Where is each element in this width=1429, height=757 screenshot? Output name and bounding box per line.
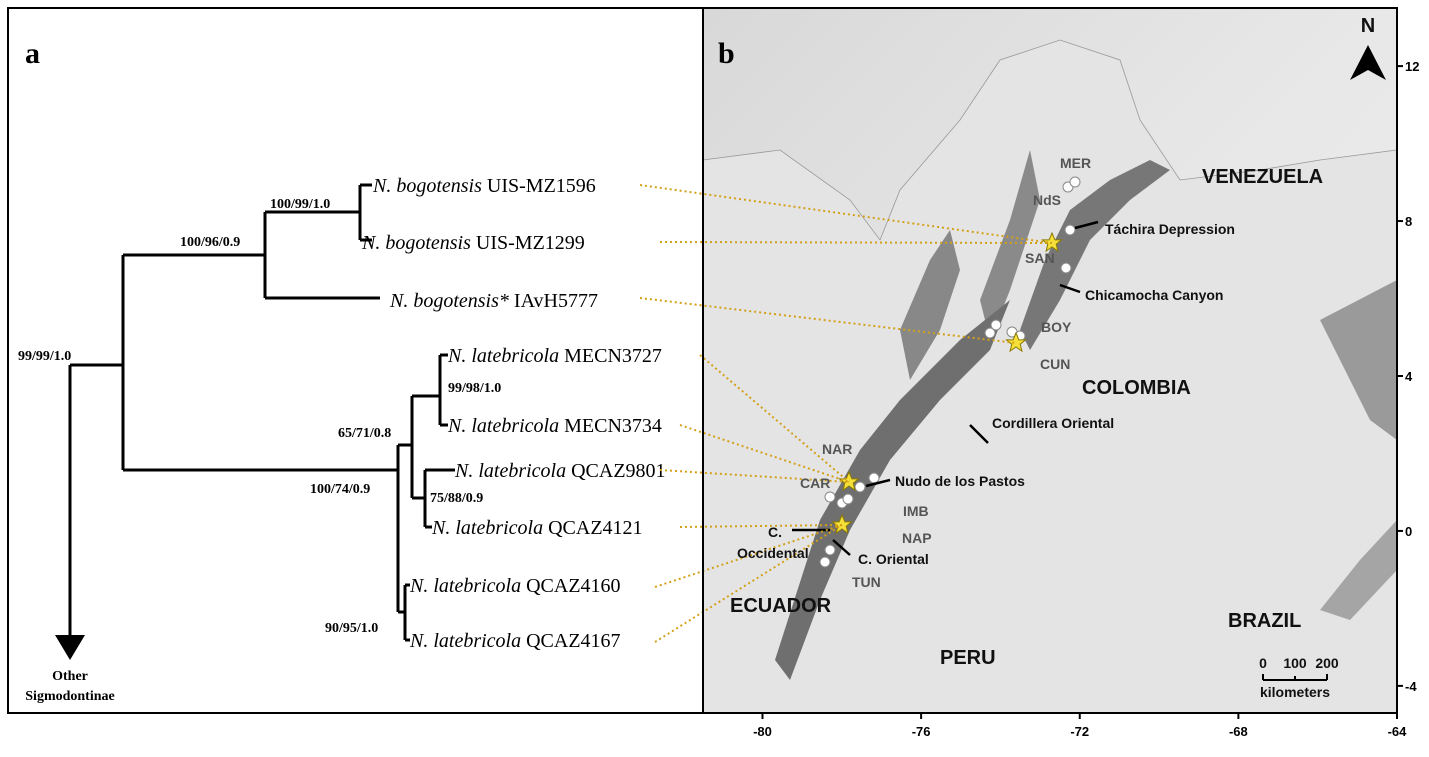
x-tick-label: -68 [1229, 724, 1248, 739]
panel-letter: a [25, 37, 40, 70]
figure: a N. bogotensisUIS-MZ1596N. bogotensisUI… [0, 0, 1429, 757]
voucher: QCAZ4121 [548, 517, 642, 539]
map-label: CAR [800, 475, 830, 491]
y-tick-label: -4 [1405, 679, 1417, 694]
map-label: COLOMBIA [1082, 377, 1191, 399]
species-name: N. latebricola [431, 517, 543, 539]
map-label: NdS [1033, 192, 1061, 208]
map-label: Cordillera Oriental [992, 415, 1114, 431]
x-tick-label: -64 [1388, 724, 1408, 739]
voucher: UIS-MZ1596 [487, 175, 596, 197]
support-value: 99/99/1.0 [18, 349, 71, 364]
y-tick-label: 12 [1405, 59, 1419, 74]
voucher: IAvH5777 [514, 290, 598, 312]
y-tick-label: 0 [1405, 524, 1412, 539]
y-tick-label: 8 [1405, 214, 1412, 229]
species-name: N. latebricola [447, 345, 559, 367]
map-label: BRAZIL [1228, 610, 1301, 632]
species-name: N. bogotensis [372, 175, 482, 197]
map-label: VENEZUELA [1202, 166, 1323, 188]
map-label: IMB [903, 503, 929, 519]
scale-tick: 100 [1283, 655, 1307, 671]
map-label: TUN [852, 574, 881, 590]
map-label: MER [1060, 155, 1091, 171]
map-label: CUN [1040, 356, 1070, 372]
voucher: QCAZ4160 [526, 575, 620, 597]
x-tick-label: -80 [753, 724, 772, 739]
outgroup-label: Sigmodontinae [25, 689, 114, 704]
scale-tick: 0 [1259, 655, 1267, 671]
voucher: UIS-MZ1299 [476, 232, 585, 254]
support-value: 90/95/1.0 [325, 621, 378, 636]
support-value: 65/71/0.8 [338, 426, 391, 441]
map-label: Chicamocha Canyon [1085, 287, 1223, 303]
map-label: C. [768, 524, 782, 540]
support-value: 100/74/0.9 [310, 482, 370, 497]
outgroup-label: Other [52, 669, 88, 684]
voucher: MECN3734 [564, 415, 662, 437]
scale-tick: 200 [1315, 655, 1339, 671]
support-value: 100/99/1.0 [270, 197, 330, 212]
species-name: N. latebricola [447, 415, 559, 437]
voucher: QCAZ4167 [526, 630, 620, 652]
species-name: N. latebricola [409, 630, 521, 652]
x-tick-label: -72 [1070, 724, 1089, 739]
support-value: 99/98/1.0 [448, 381, 501, 396]
support-value: 75/88/0.9 [430, 491, 483, 506]
voucher: MECN3727 [564, 345, 662, 367]
y-tick-label: 4 [1405, 369, 1413, 384]
map-label: C. Oriental [858, 551, 929, 567]
x-tick-label: -76 [912, 724, 931, 739]
map-label: Táchira Depression [1105, 221, 1235, 237]
map-label: SAN [1025, 250, 1055, 266]
taxon-label: N. bogotensis*IAvH5777 [389, 290, 598, 312]
species-name: N. latebricola [454, 460, 566, 482]
support-value: 100/96/0.9 [180, 235, 240, 250]
scale-unit: kilometers [1260, 684, 1330, 700]
map-label: PERU [940, 647, 996, 669]
species-name: N. bogotensis [361, 232, 471, 254]
panel-letter: b [718, 37, 735, 70]
map-label: Nudo de los Pastos [895, 473, 1025, 489]
species-name: N. bogotensis* [389, 290, 509, 312]
map-label: Occidental [737, 545, 809, 561]
voucher: QCAZ9801 [571, 460, 665, 482]
species-name: N. latebricola [409, 575, 521, 597]
map-label: NAR [822, 441, 852, 457]
north-label: N [1361, 15, 1375, 37]
map-label: BOY [1041, 319, 1072, 335]
map-label: ECUADOR [730, 595, 832, 617]
map-label: NAP [902, 530, 932, 546]
